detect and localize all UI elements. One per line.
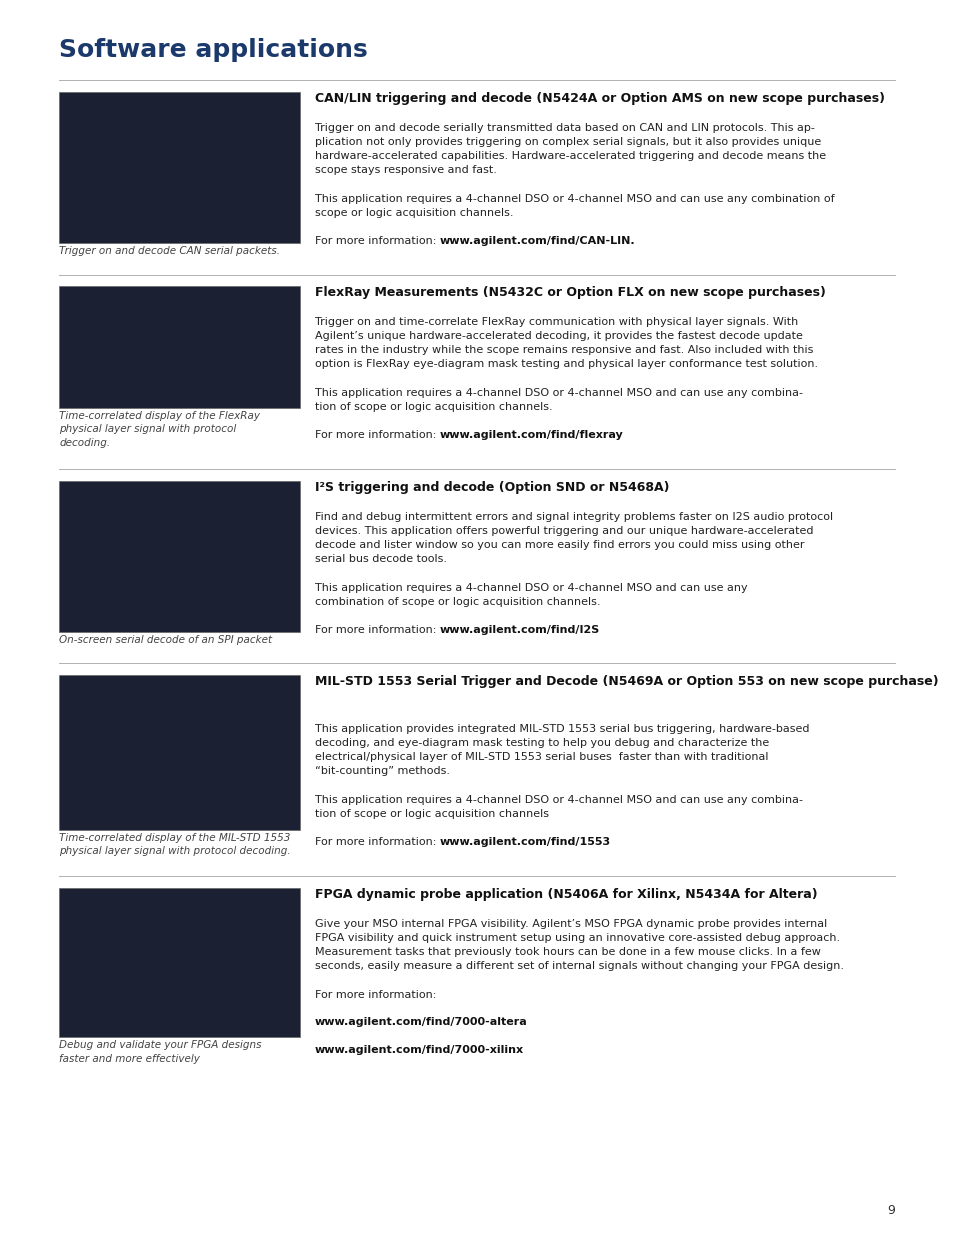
- Text: For more information:: For more information:: [314, 837, 439, 847]
- Text: For more information:: For more information:: [314, 625, 439, 635]
- Text: MIL-STD 1553 Serial Trigger and Decode (N5469A or Option 553 on new scope purcha: MIL-STD 1553 Serial Trigger and Decode (…: [314, 676, 938, 688]
- Bar: [59, 676, 300, 830]
- Text: For more information:: For more information:: [314, 431, 439, 441]
- Text: Trigger on and decode CAN serial packets.: Trigger on and decode CAN serial packets…: [59, 247, 280, 257]
- Text: Debug and validate your FPGA designs
faster and more effectively: Debug and validate your FPGA designs fas…: [59, 1040, 261, 1063]
- Text: Time-correlated display of the MIL-STD 1553
physical layer signal with protocol : Time-correlated display of the MIL-STD 1…: [59, 832, 291, 856]
- Bar: [59, 287, 300, 408]
- Text: Time-correlated display of the FlexRay
physical layer signal with protocol
decod: Time-correlated display of the FlexRay p…: [59, 411, 260, 448]
- Text: For more information:: For more information:: [314, 236, 439, 246]
- Text: Find and debug intermittent errors and signal integrity problems faster on I2S a: Find and debug intermittent errors and s…: [314, 513, 832, 564]
- Text: www.agilent.com/find/I2S: www.agilent.com/find/I2S: [439, 625, 599, 635]
- Text: www.agilent.com/find/1553: www.agilent.com/find/1553: [439, 837, 611, 847]
- Text: Trigger on and decode serially transmitted data based on CAN and LIN protocols. : Trigger on and decode serially transmitt…: [314, 124, 825, 175]
- Text: 9: 9: [886, 1204, 894, 1216]
- Text: This application requires a 4-channel DSO or 4-channel MSO and can use any combi: This application requires a 4-channel DS…: [314, 795, 802, 820]
- Text: Software applications: Software applications: [59, 38, 368, 62]
- Text: This application requires a 4-channel DSO or 4-channel MSO and can use any combi: This application requires a 4-channel DS…: [314, 389, 802, 412]
- Text: FPGA dynamic probe application (N5406A for Xilinx, N5434A for Altera): FPGA dynamic probe application (N5406A f…: [314, 888, 817, 902]
- Bar: [59, 480, 300, 632]
- Text: FlexRay Measurements (N5432C or Option FLX on new scope purchases): FlexRay Measurements (N5432C or Option F…: [314, 287, 825, 300]
- Text: CAN/LIN triggering and decode (N5424A or Option AMS on new scope purchases): CAN/LIN triggering and decode (N5424A or…: [314, 91, 884, 105]
- Text: Trigger on and time-correlate FlexRay communication with physical layer signals.: Trigger on and time-correlate FlexRay co…: [314, 317, 818, 369]
- Text: Give your MSO internal FPGA visibility. Agilent’s MSO FPGA dynamic probe provide: Give your MSO internal FPGA visibility. …: [314, 919, 843, 971]
- Bar: [59, 91, 300, 243]
- Text: I²S triggering and decode (Option SND or N5468A): I²S triggering and decode (Option SND or…: [314, 480, 669, 494]
- Text: www.agilent.com/find/7000-altera: www.agilent.com/find/7000-altera: [314, 1018, 527, 1028]
- Text: www.agilent.com/find/CAN-LIN.: www.agilent.com/find/CAN-LIN.: [439, 236, 635, 246]
- Text: On-screen serial decode of an SPI packet: On-screen serial decode of an SPI packet: [59, 635, 272, 646]
- Text: www.agilent.com/find/7000-xilinx: www.agilent.com/find/7000-xilinx: [314, 1045, 523, 1055]
- Text: This application requires a 4-channel DSO or 4-channel MSO and can use any
combi: This application requires a 4-channel DS…: [314, 583, 747, 606]
- Text: This application requires a 4-channel DSO or 4-channel MSO and can use any combi: This application requires a 4-channel DS…: [314, 194, 834, 219]
- Text: www.agilent.com/find/flexray: www.agilent.com/find/flexray: [439, 431, 623, 441]
- Text: This application provides integrated MIL-STD 1553 serial bus triggering, hardwar: This application provides integrated MIL…: [314, 725, 809, 777]
- Bar: [59, 888, 300, 1037]
- Text: For more information:: For more information:: [314, 990, 436, 1000]
